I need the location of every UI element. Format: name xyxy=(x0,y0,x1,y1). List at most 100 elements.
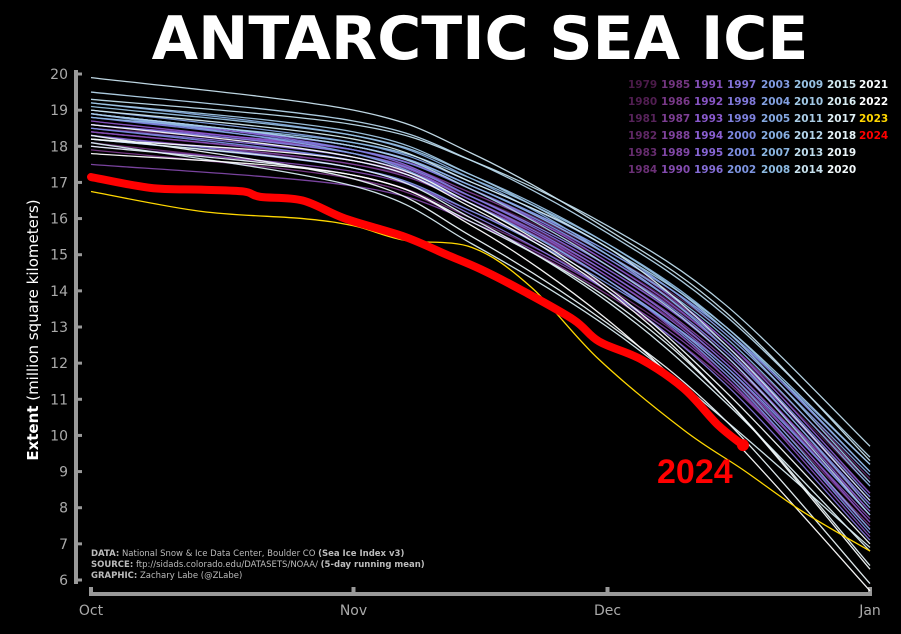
svg-text:SOURCE: ftp://sidads.colorado.: SOURCE: ftp://sidads.colorado.edu/DATASE… xyxy=(91,560,425,570)
y-tick-label: 10 xyxy=(50,428,68,444)
line-2012 xyxy=(90,91,871,458)
legend-item-1992: 1992 xyxy=(694,96,723,108)
history-lines xyxy=(90,76,871,592)
x-tick-label-nov: Nov xyxy=(340,603,367,619)
line-1981 xyxy=(90,123,871,494)
legend-item-1989: 1989 xyxy=(661,147,690,159)
y-tick-label: 9 xyxy=(59,465,68,481)
y-tick-label: 19 xyxy=(50,103,68,119)
y-tick-label: 13 xyxy=(50,320,68,336)
legend-item-1995: 1995 xyxy=(694,147,723,159)
legend-item-2010: 2010 xyxy=(794,96,823,108)
legend: 1979 1980 1981 1982 1983 1984 1985 1986 1987 1988… xyxy=(628,79,888,176)
line-2024 xyxy=(87,173,747,450)
legend-item-2018: 2018 xyxy=(827,130,856,142)
line-2022 xyxy=(90,152,871,592)
legend-item-1981: 1981 xyxy=(628,113,657,125)
legend-item-2000: 2000 xyxy=(727,130,756,142)
y-axis-label-bold: Extent xyxy=(24,406,42,461)
svg-text:GRAPHIC: Zachary Labe (@ZLabe): GRAPHIC: Zachary Labe (@ZLabe) xyxy=(91,571,242,581)
legend-item-1980: 1980 xyxy=(628,96,657,108)
legend-item-1993: 1993 xyxy=(694,113,723,125)
legend-item-2004: 2004 xyxy=(761,96,790,108)
svg-text:DATA: National Snow & Ice Data: DATA: National Snow & Ice Data Center, B… xyxy=(91,549,404,559)
fn-data-bold: (Sea Ice Index v3) xyxy=(318,549,404,559)
legend-item-2019: 2019 xyxy=(827,147,856,159)
line-1986 xyxy=(90,149,871,527)
line-1992 xyxy=(90,120,871,523)
legend-item-1990: 1990 xyxy=(661,164,690,176)
line-2023 xyxy=(90,190,871,552)
line-2011 xyxy=(90,113,871,516)
y-tick-label: 18 xyxy=(50,139,68,155)
y-tick-label: 6 xyxy=(59,573,68,589)
y-tick-label: 15 xyxy=(50,248,68,264)
line-2020 xyxy=(90,123,871,545)
legend-item-1983: 1983 xyxy=(628,147,657,159)
annotation-2024: 2024 xyxy=(657,453,733,491)
legend-item-2005: 2005 xyxy=(761,113,790,125)
legend-item-2007: 2007 xyxy=(761,147,790,159)
legend-item-2013: 2013 xyxy=(794,147,823,159)
line-1982 xyxy=(90,127,871,480)
y-tick-label: 20 xyxy=(50,67,68,83)
legend-item-1979: 1979 xyxy=(628,79,657,91)
legend-item-1984: 1984 xyxy=(628,164,657,176)
legend-item-1998: 1998 xyxy=(727,96,756,108)
legend-item-1987: 1987 xyxy=(661,113,690,125)
highlight-lines xyxy=(87,173,871,552)
line-1990 xyxy=(90,145,871,520)
legend-item-1994: 1994 xyxy=(694,130,723,142)
axes: 6 7 8 9 10 11 12 13 14 15 16 17 18 19 20 Oct Nov Dec Jan xyxy=(50,67,881,619)
x-tick-label-dec: Dec xyxy=(594,603,621,619)
legend-item-1996: 1996 xyxy=(694,164,723,176)
fn-graphic-label: GRAPHIC: xyxy=(91,571,137,581)
line-2005 xyxy=(90,113,871,530)
line-2000 xyxy=(90,116,871,498)
line-1989 xyxy=(90,163,871,530)
footnote: DATA: National Snow & Ice Data Center, B… xyxy=(91,549,425,581)
legend-item-2022: 2022 xyxy=(859,96,888,108)
end-point-2024 xyxy=(736,439,749,452)
legend-item-2008: 2008 xyxy=(761,164,790,176)
legend-item-2002: 2002 xyxy=(727,164,756,176)
legend-item-1999: 1999 xyxy=(727,113,756,125)
line-2002 xyxy=(90,138,871,516)
y-tick-label: 14 xyxy=(50,284,68,300)
legend-item-2023: 2023 xyxy=(859,113,888,125)
legend-item-2014: 2014 xyxy=(794,164,823,176)
line-2013 xyxy=(90,98,871,447)
y-tick-label: 16 xyxy=(50,212,68,228)
y-axis-label: Extent (million square kilometers) xyxy=(24,199,42,460)
legend-item-2001: 2001 xyxy=(727,147,756,159)
legend-item-1985: 1985 xyxy=(661,79,690,91)
fn-data-label: DATA: xyxy=(91,549,119,559)
line-2006 xyxy=(90,102,871,509)
line-2016 xyxy=(90,142,871,548)
legend-item-2017: 2017 xyxy=(827,113,856,125)
legend-item-2020: 2020 xyxy=(827,164,856,176)
y-axis-label-rest: (million square kilometers) xyxy=(24,199,42,405)
chart-title: ANTARCTIC SEA ICE xyxy=(151,4,809,74)
legend-item-1997: 1997 xyxy=(727,79,756,91)
legend-item-2015: 2015 xyxy=(827,79,856,91)
line-2021 xyxy=(90,138,871,570)
legend-item-2021: 2021 xyxy=(859,79,888,91)
fn-source-bold: (5-day running mean) xyxy=(321,560,425,570)
fn-data-text: National Snow & Ice Data Center, Boulder… xyxy=(119,549,318,559)
legend-item-2009: 2009 xyxy=(794,79,823,91)
line-2010 xyxy=(90,102,871,465)
legend-item-1991: 1991 xyxy=(694,79,723,91)
x-tick-label-jan: Jan xyxy=(858,603,881,619)
line-2014 xyxy=(90,76,871,462)
line-2009 xyxy=(90,105,871,483)
y-tick-label: 7 xyxy=(59,537,68,553)
legend-item-2016: 2016 xyxy=(827,96,856,108)
legend-item-2006: 2006 xyxy=(761,130,790,142)
x-tick-label-oct: Oct xyxy=(79,603,104,619)
legend-item-2011: 2011 xyxy=(794,113,823,125)
line-2019 xyxy=(90,134,871,585)
y-tick-label: 12 xyxy=(50,356,68,372)
line-1996 xyxy=(90,127,871,516)
y-tick-label: 8 xyxy=(59,501,68,517)
